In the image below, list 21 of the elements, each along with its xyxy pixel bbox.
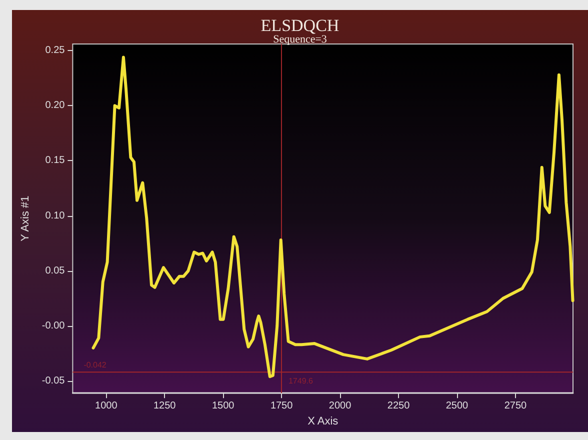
y-tick-label: 0.25 — [45, 45, 66, 56]
ref-line-label: 1749.6 — [288, 376, 314, 386]
x-tick-label: 1000 — [95, 400, 118, 412]
x-axis-title: X Axis — [308, 416, 339, 428]
y-tick-label: -0.05 — [42, 375, 66, 386]
chart-subtitle: Sequence=3 — [273, 34, 328, 46]
y-tick-label: 0.15 — [45, 155, 66, 166]
x-tick-label: 1250 — [153, 400, 176, 412]
x-tick-label: 2250 — [387, 400, 410, 412]
x-tick-label: 1750 — [270, 400, 294, 412]
x-tick-label: 2000 — [328, 400, 352, 412]
x-tick-label: 2750 — [504, 400, 528, 412]
y-tick-label: 0.05 — [45, 265, 66, 276]
y-axis-title: Y Axis #1 — [20, 196, 32, 242]
x-tick-label: 1500 — [212, 400, 235, 412]
y-tick-label: 0.10 — [45, 210, 66, 222]
y-tick-label: 0.20 — [45, 100, 66, 112]
ref-line-label: -0.042 — [84, 360, 107, 370]
x-tick-label: 2500 — [446, 400, 469, 412]
chart-title: ELSDQCH — [260, 16, 340, 35]
y-tick-label: -0.00 — [42, 320, 66, 332]
